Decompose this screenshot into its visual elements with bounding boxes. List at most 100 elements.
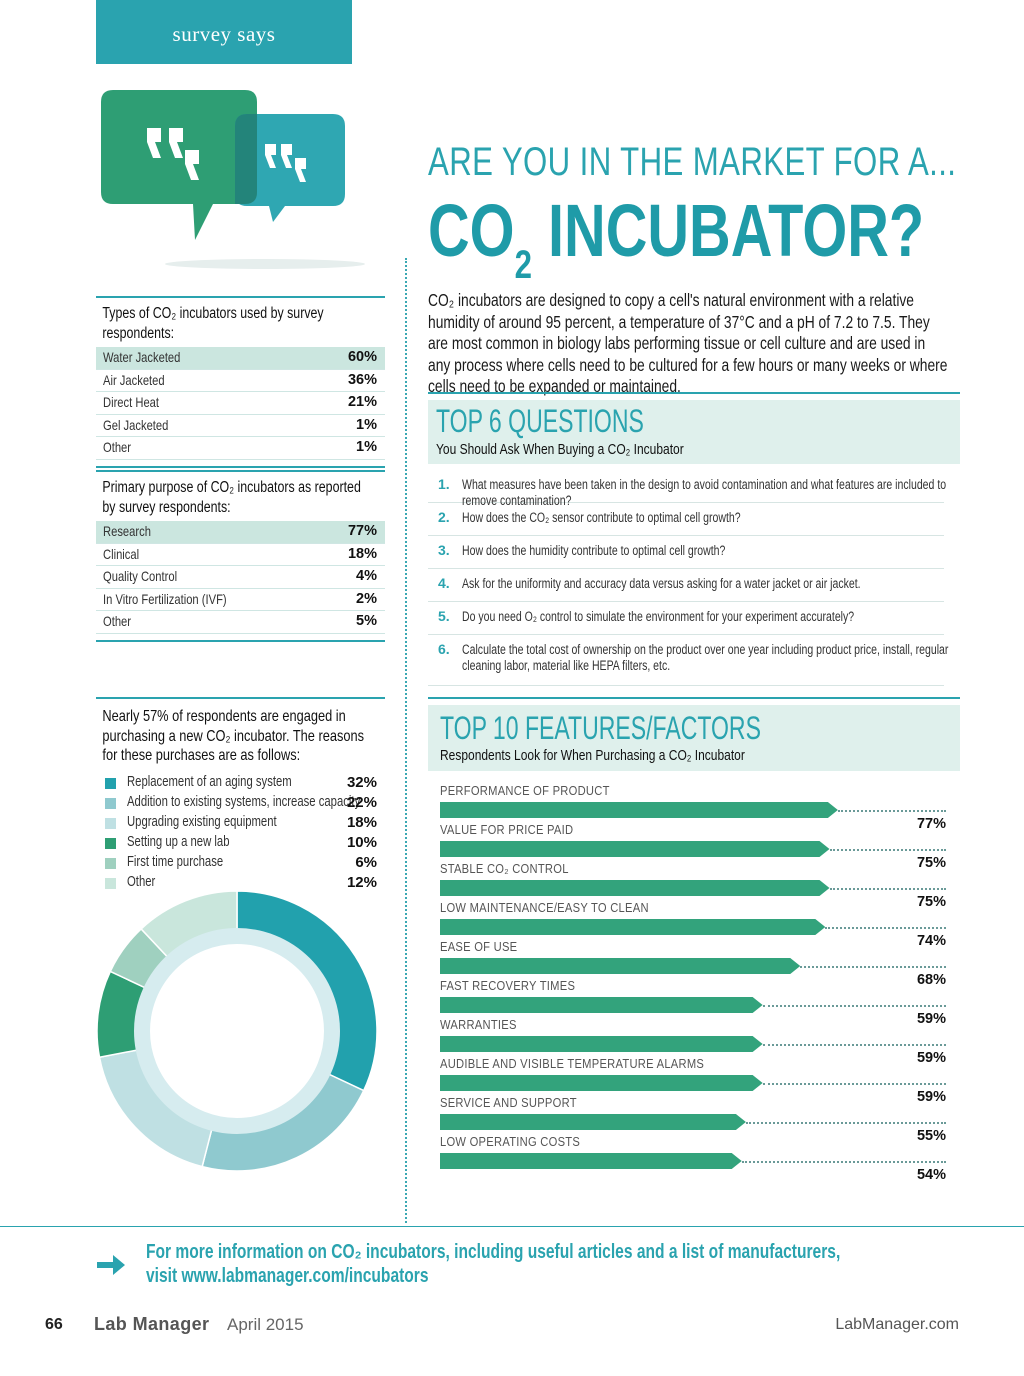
question-number: 3. xyxy=(438,542,450,558)
feature-bar xyxy=(440,1114,746,1130)
questions-header: TOP 6 QUESTIONS You Should Ask When Buyi… xyxy=(428,400,960,464)
question-item: 1. What measures have been taken in the d… xyxy=(428,470,946,508)
page-number: 66 xyxy=(45,1316,63,1333)
more-info-link[interactable]: visit www.labmanager.com/incubators xyxy=(146,1264,429,1287)
purpose-table-caption: Primary purpose of CO₂ incubators as rep… xyxy=(102,479,361,516)
feature-bar xyxy=(440,880,830,896)
question-text: Do you need O₂ control to simulate the e… xyxy=(462,609,855,624)
questions-title: TOP 6 QUESTIONS xyxy=(436,403,644,439)
row-label: Water Jacketed xyxy=(103,349,181,365)
feature-value: 74% xyxy=(916,933,946,949)
question-number: 1. xyxy=(438,476,450,492)
feature-bar xyxy=(440,919,825,935)
feature-leader-dots xyxy=(762,1083,946,1085)
row-label: Direct Heat xyxy=(103,394,160,410)
row-label: Gel Jacketed xyxy=(103,416,169,433)
feature-label: FAST RECOVERY TIMES xyxy=(440,978,576,993)
feature-label: STABLE CO₂ CONTROL xyxy=(440,861,569,876)
questions-list: 1. What measures have been taken in the d… xyxy=(428,470,948,686)
table-row: Gel Jacketed 1% xyxy=(96,415,385,437)
feature-value: 68% xyxy=(916,972,946,988)
feature-label: VALUE FOR PRICE PAID xyxy=(440,822,574,837)
table-row: Quality Control 4% xyxy=(96,566,385,589)
row-value: 77% xyxy=(347,523,377,539)
feature-bar xyxy=(440,841,830,857)
question-item: 5. Do you need O₂ control to simulate the… xyxy=(428,602,944,635)
legend-label: Setting up a new lab xyxy=(127,833,230,850)
feature-leader-dots xyxy=(762,1044,946,1046)
purpose-table: Primary purpose of CO₂ incubators as rep… xyxy=(96,470,385,642)
feature-leader-dots xyxy=(829,849,946,851)
question-text: How does the CO₂ sensor contribute to op… xyxy=(462,510,741,525)
feature-leader-dots xyxy=(745,1122,946,1124)
question-number: 4. xyxy=(438,575,450,591)
feature-label: LOW OPERATING COSTS xyxy=(440,1134,581,1149)
question-number: 2. xyxy=(438,509,450,525)
feature-leader-dots xyxy=(825,927,946,929)
row-label: Other xyxy=(103,439,132,455)
row-label: Quality Control xyxy=(103,568,178,584)
feature-bar xyxy=(440,802,838,818)
feature-label: EASE OF USE xyxy=(440,939,518,954)
legend-item: First time purchase 6% xyxy=(96,853,385,873)
legend-item: Addition to existing systems, increase c… xyxy=(96,793,385,813)
table-row: Direct Heat 21% xyxy=(96,392,385,415)
feature-label: SERVICE AND SUPPORT xyxy=(440,1095,577,1110)
feature-bar xyxy=(440,1075,763,1091)
legend-value: 6% xyxy=(355,853,377,871)
legend-item: Other 12% xyxy=(96,873,385,893)
feature-value: 59% xyxy=(916,1011,946,1027)
feature-value: 75% xyxy=(916,894,946,910)
section-tab: survey says xyxy=(96,0,352,64)
feature-label: AUDIBLE AND VISIBLE TEMPERATURE ALARMS xyxy=(440,1056,705,1071)
table-row: Research 77% xyxy=(96,521,385,544)
legend-value: 12% xyxy=(346,873,377,891)
types-table-caption: Types of CO₂ incubators used by survey r… xyxy=(102,305,324,342)
row-value: 1% xyxy=(356,439,377,455)
legend-item: Replacement of an aging system 32% xyxy=(96,773,385,793)
row-value: 1% xyxy=(356,416,377,433)
row-label: Air Jacketed xyxy=(103,371,165,388)
table-row: Water Jacketed 60% xyxy=(96,347,385,370)
feature-leader-dots xyxy=(762,1005,946,1007)
feature-value: 75% xyxy=(916,855,946,871)
feature-label: WARRANTIES xyxy=(440,1017,517,1032)
feature-bar xyxy=(440,1036,763,1052)
intro-paragraph: CO₂ incubators are designed to copy a ce… xyxy=(428,290,948,396)
row-value: 36% xyxy=(347,371,377,388)
feature-bar xyxy=(440,1153,742,1169)
table-row: Other 1% xyxy=(96,437,385,460)
row-value: 5% xyxy=(356,613,377,629)
question-text: Ask for the uniformity and accuracy data… xyxy=(462,576,861,591)
question-text: Calculate the total cost of ownership on… xyxy=(462,642,949,673)
feature-value: 55% xyxy=(916,1128,946,1144)
feature-value: 54% xyxy=(916,1167,946,1183)
legend-swatch xyxy=(105,817,116,829)
legend-item: Setting up a new lab 10% xyxy=(96,833,385,853)
legend-swatch xyxy=(105,837,116,849)
legend-value: 22% xyxy=(346,793,377,811)
feature-label: PERFORMANCE OF PRODUCT xyxy=(440,783,610,798)
legend-label: Upgrading existing equipment xyxy=(127,813,277,830)
reasons-section: Nearly 57% of respondents are engaged in… xyxy=(96,697,385,893)
features-rule xyxy=(428,697,960,699)
features-header: TOP 10 FEATURES/FACTORS Respondents Look… xyxy=(428,705,960,771)
site-url[interactable]: LabManager.com xyxy=(835,1316,959,1333)
reasons-donut-chart xyxy=(96,890,378,1172)
issue-date: April 2015 xyxy=(227,1315,304,1334)
legend-item: Upgrading existing equipment 18% xyxy=(96,813,385,833)
table-row: Air Jacketed 36% xyxy=(96,370,385,392)
question-text: What measures have been taken in the des… xyxy=(462,477,947,508)
feature-leader-dots xyxy=(837,810,946,812)
row-value: 60% xyxy=(347,349,377,365)
kicker-heading: ARE YOU IN THE MARKET FOR A... xyxy=(428,140,957,184)
magazine-name: Lab Manager xyxy=(94,1314,210,1334)
question-number: 5. xyxy=(438,608,450,624)
legend-swatch xyxy=(105,857,116,869)
row-label: Research xyxy=(103,523,151,539)
legend-swatch xyxy=(105,797,116,809)
row-value: 18% xyxy=(347,545,377,562)
features-subtitle: Respondents Look for When Purchasing a C… xyxy=(440,747,745,764)
table-row: Clinical 18% xyxy=(96,544,385,566)
legend-label: First time purchase xyxy=(127,853,224,870)
